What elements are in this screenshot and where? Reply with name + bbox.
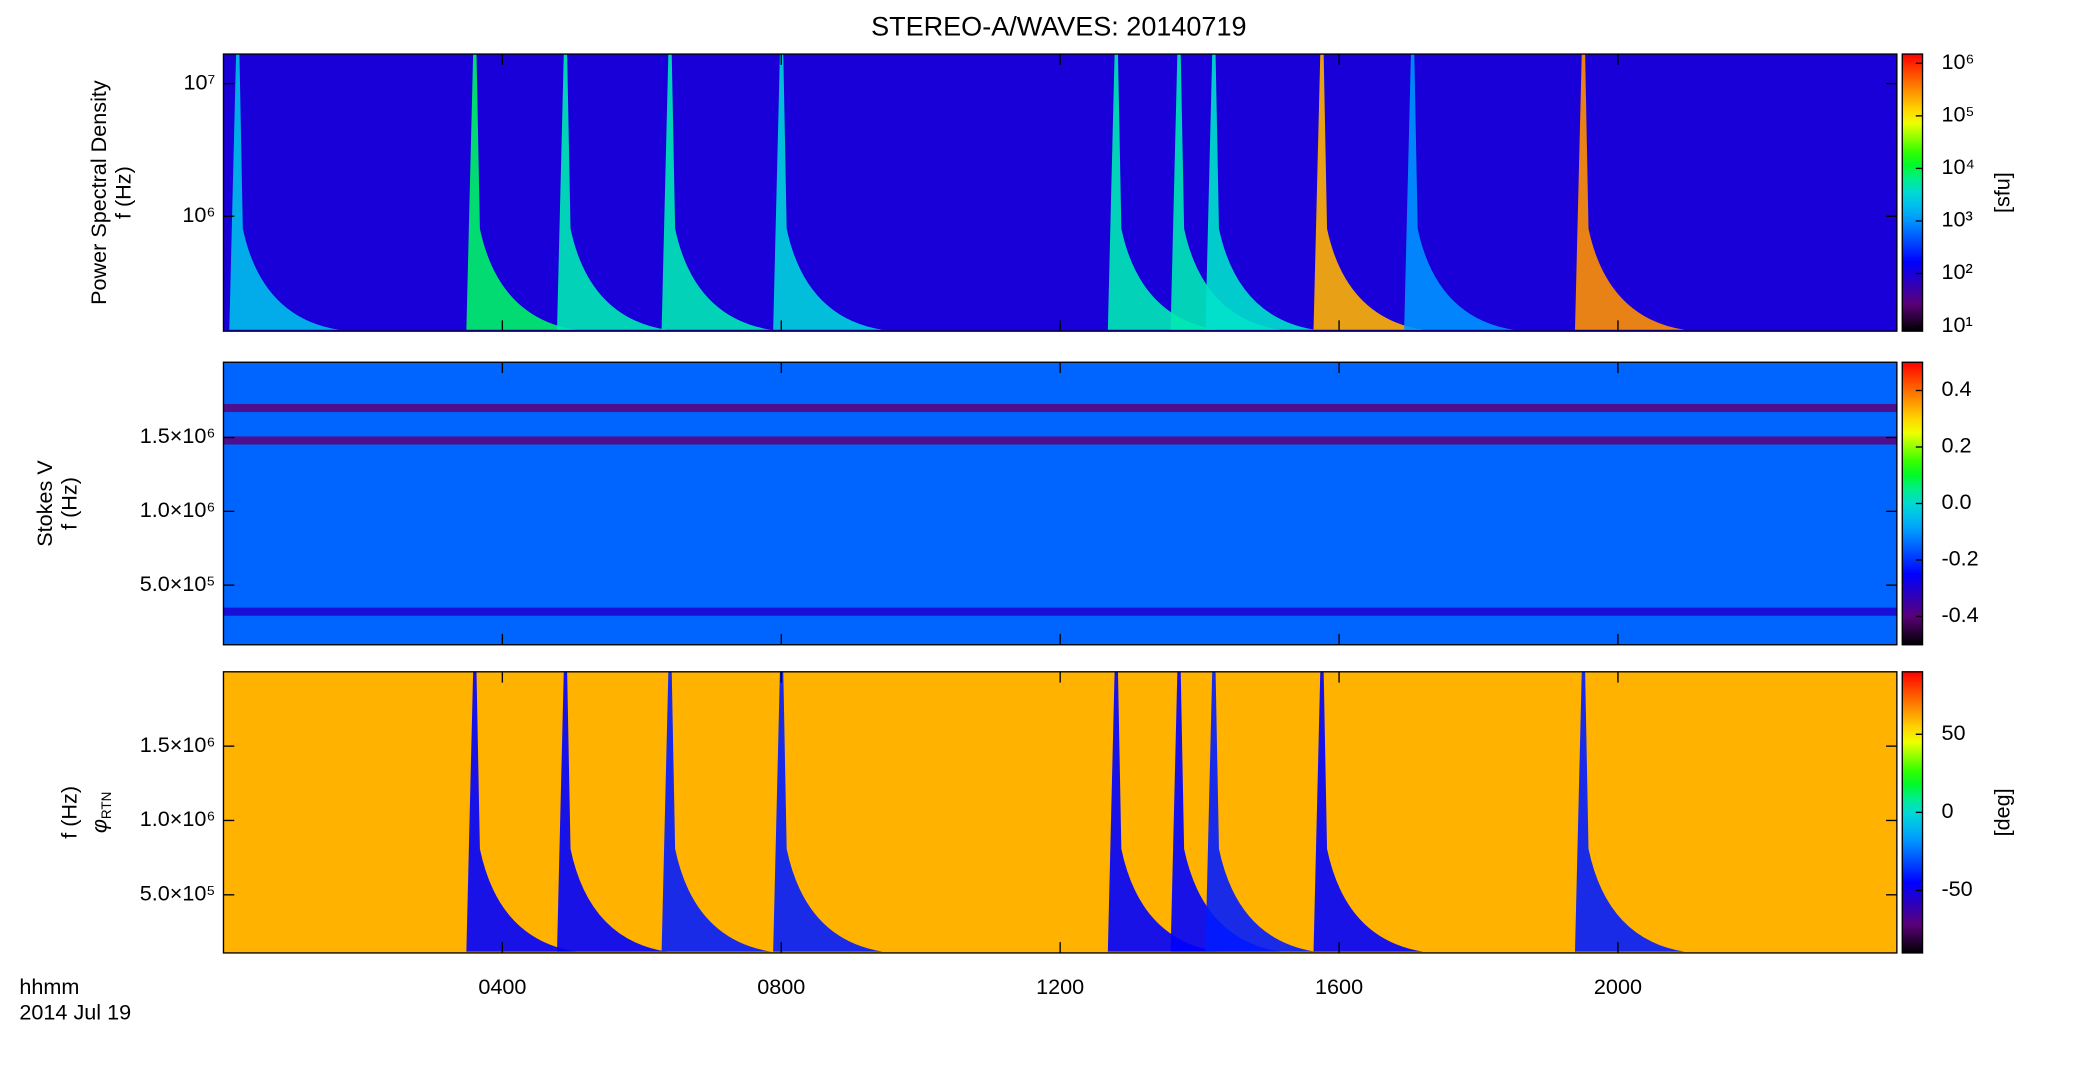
frequency-band bbox=[223, 607, 1897, 616]
colorbar-tick-label: 0.2 bbox=[1941, 433, 1971, 458]
radio-burst bbox=[1205, 671, 1315, 952]
y-axis-label: f (Hz) bbox=[111, 166, 136, 219]
y-tick-label: 5.0×10⁵ bbox=[140, 881, 216, 906]
colorbar-tick-label: 10⁵ bbox=[1941, 102, 1974, 127]
colorbar-label: [deg] bbox=[1989, 788, 2014, 836]
y-axis-label: φRTN bbox=[86, 792, 114, 834]
y-tick-label: 5.0×10⁵ bbox=[140, 571, 216, 596]
chart-title: STEREO-A/WAVES: 20140719 bbox=[871, 12, 1246, 42]
x-tick-label: 0800 bbox=[757, 974, 805, 999]
x-tick-label: 1200 bbox=[1036, 974, 1084, 999]
y-axis-label: Stokes V bbox=[32, 460, 57, 547]
spectrogram bbox=[223, 671, 1897, 953]
radio-burst bbox=[1205, 54, 1315, 330]
x-tick-label: 2000 bbox=[1594, 974, 1642, 999]
colorbar-label: [sfu] bbox=[1989, 172, 2014, 213]
spectrogram bbox=[223, 54, 1897, 332]
radio-burst bbox=[1404, 54, 1514, 330]
y-axis-symbol: φ bbox=[86, 819, 111, 833]
y-axis-subscript: RTN bbox=[99, 792, 114, 820]
colorbar bbox=[1901, 53, 1924, 332]
colorbar-tick-label: 10⁶ bbox=[1941, 49, 1974, 74]
x-tick-label: 1600 bbox=[1315, 974, 1363, 999]
radio-burst bbox=[1574, 671, 1685, 952]
colorbar-tick-label: -0.4 bbox=[1941, 602, 1978, 627]
colorbar-tick-label: 10² bbox=[1941, 259, 1972, 284]
colorbar-tick-label: 0.4 bbox=[1941, 376, 1971, 401]
colorbar-tick-label: 0.0 bbox=[1941, 489, 1971, 514]
radio-burst bbox=[466, 54, 576, 330]
radio-burst bbox=[1170, 54, 1281, 330]
x-axis-label: hhmm bbox=[19, 974, 79, 999]
radio-burst bbox=[229, 54, 339, 330]
colorbar-tick-label: -50 bbox=[1941, 876, 1972, 901]
colorbar-tick-label: 0 bbox=[1941, 798, 1953, 823]
radio-burst bbox=[1574, 54, 1685, 330]
colorbar-tick-label: 10¹ bbox=[1941, 312, 1972, 337]
y-axis-label: Power Spectral Density bbox=[86, 80, 111, 305]
radio-burst bbox=[557, 54, 667, 330]
x-axis-label: 2014 Jul 19 bbox=[19, 999, 131, 1024]
frequency-band bbox=[223, 436, 1897, 445]
radio-burst bbox=[773, 671, 883, 952]
radio-burst bbox=[557, 671, 667, 952]
y-tick-label: 10⁷ bbox=[183, 69, 215, 94]
x-tick-label: 0400 bbox=[478, 974, 526, 999]
y-axis-label: f (Hz) bbox=[56, 477, 81, 530]
colorbar-tick-label: -0.2 bbox=[1941, 546, 1978, 571]
radio-burst bbox=[1107, 54, 1218, 330]
y-axis-label: f (Hz) bbox=[56, 786, 81, 839]
y-tick-label: 1.0×10⁶ bbox=[140, 497, 216, 522]
colorbar-tick-label: 10⁴ bbox=[1941, 154, 1974, 179]
radio-burst bbox=[1107, 671, 1218, 952]
colorbar-tick-label: 50 bbox=[1941, 720, 1965, 745]
radio-burst bbox=[661, 671, 772, 952]
y-tick-label: 1.5×10⁶ bbox=[140, 732, 216, 757]
frequency-band bbox=[223, 403, 1897, 413]
colorbar-tick-label: 10³ bbox=[1941, 207, 1972, 232]
radio-burst bbox=[466, 671, 576, 952]
radio-burst bbox=[661, 54, 772, 330]
radio-burst bbox=[1313, 671, 1424, 952]
y-tick-label: 1.5×10⁶ bbox=[140, 423, 216, 448]
radio-burst bbox=[1313, 54, 1424, 330]
radio-burst bbox=[773, 54, 883, 330]
spectrogram bbox=[223, 362, 1897, 645]
y-tick-label: 10⁶ bbox=[182, 202, 215, 227]
radio-burst bbox=[1170, 671, 1281, 952]
y-tick-label: 1.0×10⁶ bbox=[140, 806, 216, 831]
